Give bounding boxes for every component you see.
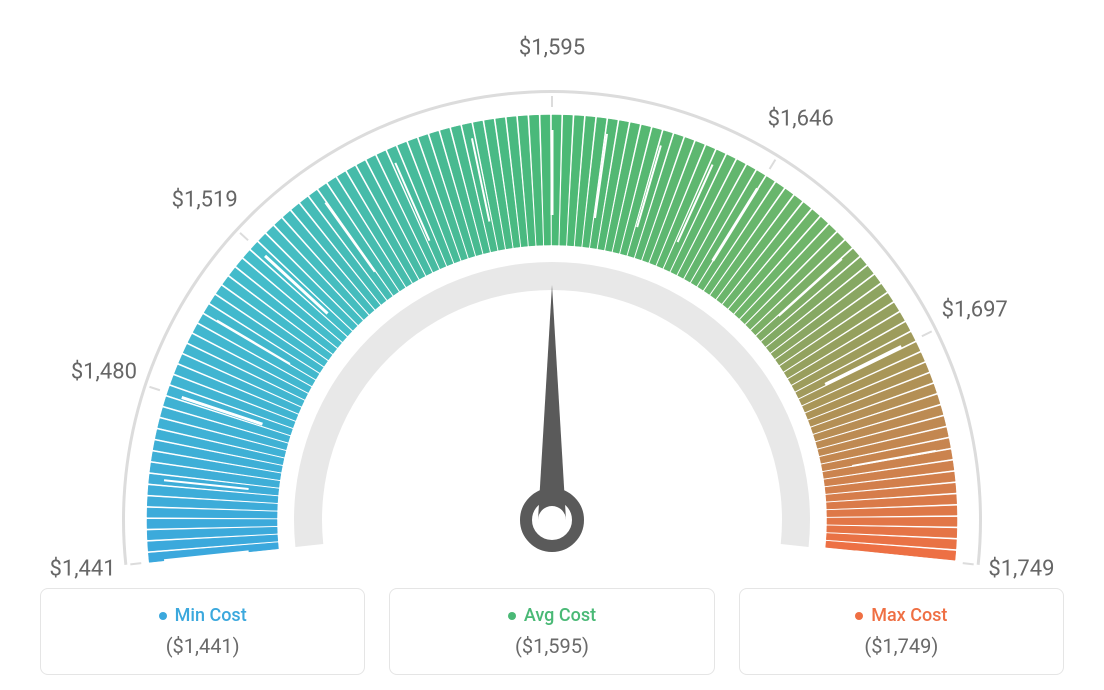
legend-value-avg: ($1,595): [410, 634, 693, 658]
gauge-tick-label: $1,441: [50, 557, 116, 582]
legend-title-avg: Avg Cost: [410, 605, 693, 626]
gauge-tick-label: $1,749: [988, 557, 1054, 582]
legend-label: Avg Cost: [524, 605, 596, 626]
legend-card-max: Max Cost ($1,749): [739, 588, 1064, 675]
dot-icon: [855, 612, 863, 620]
gauge-tick-label: $1,480: [71, 359, 137, 384]
legend-label: Min Cost: [175, 605, 247, 626]
gauge-tick-label: $1,519: [172, 188, 238, 213]
dot-icon: [508, 612, 516, 620]
dot-icon: [159, 612, 167, 620]
gauge-tick-label: $1,646: [768, 106, 834, 131]
legend-value-min: ($1,441): [61, 634, 344, 658]
gauge-svg: [0, 20, 1104, 580]
gauge-tick-label: $1,595: [519, 36, 585, 61]
legend-label: Max Cost: [871, 605, 947, 626]
legend-title-min: Min Cost: [61, 605, 344, 626]
legend-row: Min Cost ($1,441) Avg Cost ($1,595) Max …: [40, 588, 1064, 675]
gauge-tick-label: $1,697: [942, 298, 1008, 323]
legend-card-avg: Avg Cost ($1,595): [389, 588, 714, 675]
legend-value-max: ($1,749): [760, 634, 1043, 658]
gauge-hub-inner: [538, 506, 566, 534]
gauge-needle: [538, 285, 566, 520]
legend-card-min: Min Cost ($1,441): [40, 588, 365, 675]
legend-title-max: Max Cost: [760, 605, 1043, 626]
gauge-chart: $1,441 $1,480 $1,519 $1,595 $1,646 $1,697 $1,7…: [0, 20, 1104, 580]
